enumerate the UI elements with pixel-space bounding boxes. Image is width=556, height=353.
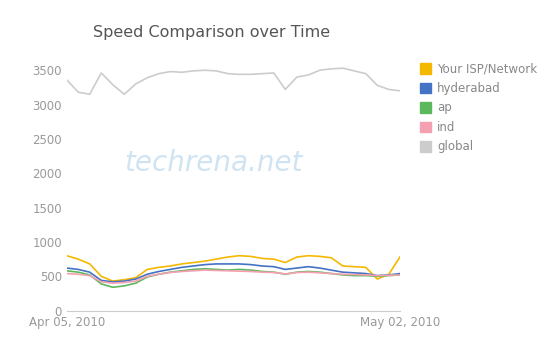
Text: Speed Comparison over Time: Speed Comparison over Time [93, 25, 330, 40]
Text: techrena.net: techrena.net [124, 149, 303, 177]
Legend: Your ISP/Network, hyderabad, ap, ind, global: Your ISP/Network, hyderabad, ap, ind, gl… [420, 62, 538, 153]
